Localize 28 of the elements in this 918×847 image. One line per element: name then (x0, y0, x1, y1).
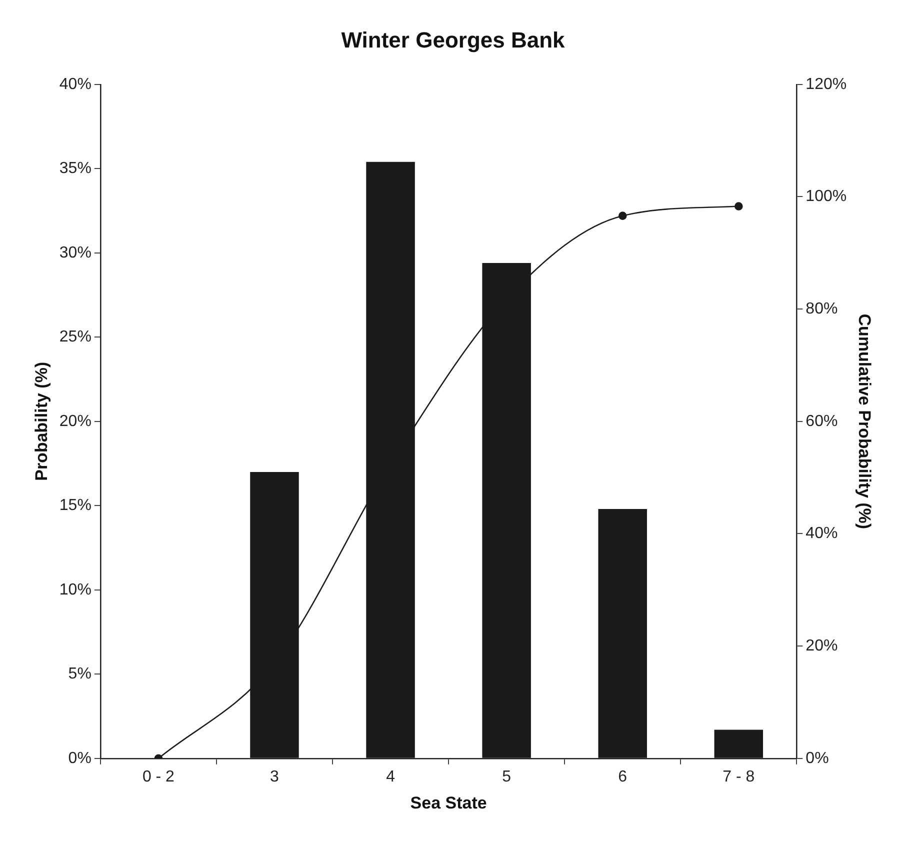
x-axis-title: Sea State (410, 793, 487, 812)
y2-tick-label: 120% (806, 76, 847, 93)
point (618, 212, 627, 220)
x-tick-label: 7 - 8 (722, 768, 755, 786)
x-tick-label: 0 - 2 (142, 768, 175, 786)
y-tick-label: 40% (59, 76, 92, 93)
y-tick-label: 25% (59, 328, 92, 346)
chart-title: Winter Georges Bank (341, 27, 566, 52)
y-tick-label: 5% (68, 666, 92, 683)
x-tick-label: 3 (270, 768, 280, 786)
x-tick-label: 6 (618, 768, 628, 786)
x-tick-label: 4 (386, 768, 396, 786)
y-tick-label: 10% (59, 581, 92, 598)
y2-axis-title: Cumulative Probability (%) (855, 314, 874, 530)
y2-tick-label: 100% (806, 188, 847, 206)
y2-tick-label: 40% (806, 525, 838, 542)
y2-tick-label: 20% (806, 637, 838, 654)
y-tick-label: 0% (68, 750, 92, 767)
y-tick-label: 30% (59, 244, 92, 262)
y2-tick-label: 80% (806, 300, 838, 318)
x-tick-label: 5 (502, 768, 512, 786)
y2-tick-label: 0% (806, 750, 829, 767)
y-tick-label: 35% (59, 160, 92, 178)
y-tick-label: 15% (59, 497, 92, 514)
y2-tick-label: 60% (806, 412, 838, 430)
point (734, 202, 743, 210)
y-axis-title: Probability (%) (32, 362, 51, 481)
y-tick-label: 20% (59, 412, 92, 430)
